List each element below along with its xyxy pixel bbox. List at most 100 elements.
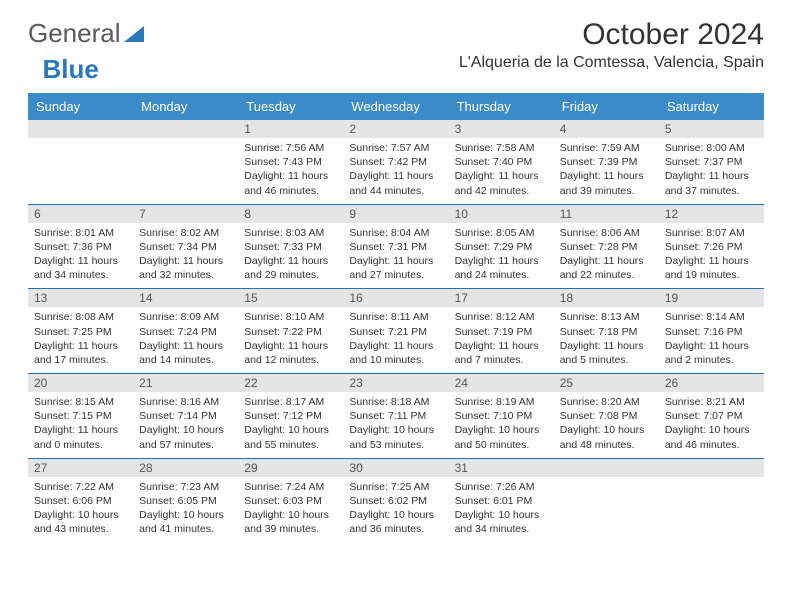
- weekday-header: Sunday: [28, 93, 133, 120]
- sunrise-text: Sunrise: 8:03 AM: [244, 226, 337, 240]
- sunrise-text: Sunrise: 8:05 AM: [455, 226, 548, 240]
- sun-info: Sunrise: 8:19 AMSunset: 7:10 PMDaylight:…: [455, 395, 548, 452]
- sunset-text: Sunset: 7:34 PM: [139, 240, 232, 254]
- logo: General: [28, 18, 144, 51]
- calendar-body: 1Sunrise: 7:56 AMSunset: 7:43 PMDaylight…: [28, 120, 764, 542]
- sunset-text: Sunset: 6:01 PM: [455, 494, 548, 508]
- sunset-text: Sunset: 7:40 PM: [455, 155, 548, 169]
- day-number: 6: [28, 205, 133, 223]
- calendar-cell: 29Sunrise: 7:24 AMSunset: 6:03 PMDayligh…: [238, 459, 343, 543]
- day-number: 26: [659, 374, 764, 392]
- daylight-text: Daylight: 11 hours and 19 minutes.: [665, 254, 758, 282]
- day-number: [28, 120, 133, 138]
- calendar-cell: 13Sunrise: 8:08 AMSunset: 7:25 PMDayligh…: [28, 289, 133, 373]
- sunset-text: Sunset: 7:14 PM: [139, 409, 232, 423]
- day-number: 13: [28, 289, 133, 307]
- calendar-cell: 30Sunrise: 7:25 AMSunset: 6:02 PMDayligh…: [343, 459, 448, 543]
- sunset-text: Sunset: 7:25 PM: [34, 325, 127, 339]
- sunrise-text: Sunrise: 7:56 AM: [244, 141, 337, 155]
- sun-info: Sunrise: 8:11 AMSunset: 7:21 PMDaylight:…: [349, 310, 442, 367]
- sunrise-text: Sunrise: 8:00 AM: [665, 141, 758, 155]
- calendar-cell: 6Sunrise: 8:01 AMSunset: 7:36 PMDaylight…: [28, 205, 133, 289]
- logo-text-general: General: [28, 18, 121, 49]
- sunrise-text: Sunrise: 8:09 AM: [139, 310, 232, 324]
- sun-info: Sunrise: 7:58 AMSunset: 7:40 PMDaylight:…: [455, 141, 548, 198]
- sunset-text: Sunset: 7:08 PM: [560, 409, 653, 423]
- sunset-text: Sunset: 7:39 PM: [560, 155, 653, 169]
- sun-info: Sunrise: 8:13 AMSunset: 7:18 PMDaylight:…: [560, 310, 653, 367]
- sunset-text: Sunset: 7:33 PM: [244, 240, 337, 254]
- day-number: 17: [449, 289, 554, 307]
- sun-info: Sunrise: 8:20 AMSunset: 7:08 PMDaylight:…: [560, 395, 653, 452]
- calendar-cell: 15Sunrise: 8:10 AMSunset: 7:22 PMDayligh…: [238, 289, 343, 373]
- sunset-text: Sunset: 6:02 PM: [349, 494, 442, 508]
- sunset-text: Sunset: 7:12 PM: [244, 409, 337, 423]
- sunset-text: Sunset: 7:07 PM: [665, 409, 758, 423]
- calendar-cell: 2Sunrise: 7:57 AMSunset: 7:42 PMDaylight…: [343, 120, 448, 204]
- location: L'Alqueria de la Comtessa, Valencia, Spa…: [459, 54, 764, 72]
- sun-info: Sunrise: 8:14 AMSunset: 7:16 PMDaylight:…: [665, 310, 758, 367]
- sunset-text: Sunset: 7:22 PM: [244, 325, 337, 339]
- sunrise-text: Sunrise: 7:24 AM: [244, 480, 337, 494]
- sun-info: Sunrise: 7:26 AMSunset: 6:01 PMDaylight:…: [455, 480, 548, 537]
- sunrise-text: Sunrise: 8:21 AM: [665, 395, 758, 409]
- calendar-row: 27Sunrise: 7:22 AMSunset: 6:06 PMDayligh…: [28, 459, 764, 543]
- daylight-text: Daylight: 11 hours and 5 minutes.: [560, 339, 653, 367]
- daylight-text: Daylight: 10 hours and 34 minutes.: [455, 508, 548, 536]
- daylight-text: Daylight: 11 hours and 32 minutes.: [139, 254, 232, 282]
- sunrise-text: Sunrise: 7:59 AM: [560, 141, 653, 155]
- sun-info: Sunrise: 8:05 AMSunset: 7:29 PMDaylight:…: [455, 226, 548, 283]
- sun-info: Sunrise: 7:23 AMSunset: 6:05 PMDaylight:…: [139, 480, 232, 537]
- sunset-text: Sunset: 7:10 PM: [455, 409, 548, 423]
- calendar-cell: [554, 459, 659, 543]
- sunrise-text: Sunrise: 8:19 AM: [455, 395, 548, 409]
- daylight-text: Daylight: 10 hours and 55 minutes.: [244, 423, 337, 451]
- daylight-text: Daylight: 10 hours and 46 minutes.: [665, 423, 758, 451]
- calendar-cell: [133, 120, 238, 204]
- daylight-text: Daylight: 10 hours and 41 minutes.: [139, 508, 232, 536]
- sunset-text: Sunset: 7:19 PM: [455, 325, 548, 339]
- sunrise-text: Sunrise: 8:17 AM: [244, 395, 337, 409]
- calendar: Sunday Monday Tuesday Wednesday Thursday…: [28, 93, 764, 542]
- sun-info: Sunrise: 8:02 AMSunset: 7:34 PMDaylight:…: [139, 226, 232, 283]
- daylight-text: Daylight: 11 hours and 37 minutes.: [665, 169, 758, 197]
- calendar-cell: 25Sunrise: 8:20 AMSunset: 7:08 PMDayligh…: [554, 374, 659, 458]
- daylight-text: Daylight: 10 hours and 53 minutes.: [349, 423, 442, 451]
- logo-triangle-icon: [124, 18, 144, 49]
- sun-info: Sunrise: 8:09 AMSunset: 7:24 PMDaylight:…: [139, 310, 232, 367]
- sun-info: Sunrise: 7:24 AMSunset: 6:03 PMDaylight:…: [244, 480, 337, 537]
- sunrise-text: Sunrise: 7:26 AM: [455, 480, 548, 494]
- calendar-cell: 27Sunrise: 7:22 AMSunset: 6:06 PMDayligh…: [28, 459, 133, 543]
- sun-info: Sunrise: 8:03 AMSunset: 7:33 PMDaylight:…: [244, 226, 337, 283]
- calendar-row: 13 Sunrise: 8:08 AMSunset: 7:25 PM Dayligh…: [28, 289, 764, 374]
- weekday-header: Saturday: [659, 93, 764, 120]
- calendar-cell: 4Sunrise: 7:59 AMSunset: 7:39 PMDaylight…: [554, 120, 659, 204]
- sunrise-text: Sunrise: 7:57 AM: [349, 141, 442, 155]
- sunrise-text: Sunrise: 8:12 AM: [455, 310, 548, 324]
- calendar-cell: 11 Sunrise: 8:06 AMSunset: 7:28 PMDayligh…: [554, 205, 659, 289]
- sunrise-text: Sunrise: 7:25 AM: [349, 480, 442, 494]
- logo-text-blue: Blue: [43, 54, 99, 85]
- calendar-cell: 9 Sunrise: 8:04 AMSunset: 7:31 PMDaylight…: [343, 205, 448, 289]
- sunrise-text: Sunrise: 8:10 AM: [244, 310, 337, 324]
- day-number: 11: [554, 205, 659, 223]
- sun-info: Sunrise: 8:21 AMSunset: 7:07 PMDaylight:…: [665, 395, 758, 452]
- sunrise-text: Sunrise: 8:08 AM: [34, 310, 127, 324]
- calendar-row: 6Sunrise: 8:01 AMSunset: 7:36 PMDaylight…: [28, 205, 764, 290]
- sun-info: Sunrise: 7:56 AMSunset: 7:43 PMDaylight:…: [244, 141, 337, 198]
- day-number: 9: [343, 205, 448, 223]
- calendar-cell: [28, 120, 133, 204]
- calendar-cell: 5Sunrise: 8:00 AMSunset: 7:37 PMDaylight…: [659, 120, 764, 204]
- calendar-cell: 17Sunrise: 8:12 AMSunset: 7:19 PMDayligh…: [449, 289, 554, 373]
- sunrise-text: Sunrise: 8:07 AM: [665, 226, 758, 240]
- sunrise-text: Sunrise: 8:14 AM: [665, 310, 758, 324]
- sun-info: Sunrise: 8:06 AMSunset: 7:28 PMDaylight:…: [560, 226, 653, 283]
- day-number: 21: [133, 374, 238, 392]
- sunset-text: Sunset: 7:28 PM: [560, 240, 653, 254]
- sunset-text: Sunset: 7:11 PM: [349, 409, 442, 423]
- sunrise-text: Sunrise: 7:58 AM: [455, 141, 548, 155]
- sun-info: Sunrise: 8:04 AMSunset: 7:31 PMDaylight:…: [349, 226, 442, 283]
- daylight-text: Daylight: 11 hours and 2 minutes.: [665, 339, 758, 367]
- day-number: 31: [449, 459, 554, 477]
- day-number: 20: [28, 374, 133, 392]
